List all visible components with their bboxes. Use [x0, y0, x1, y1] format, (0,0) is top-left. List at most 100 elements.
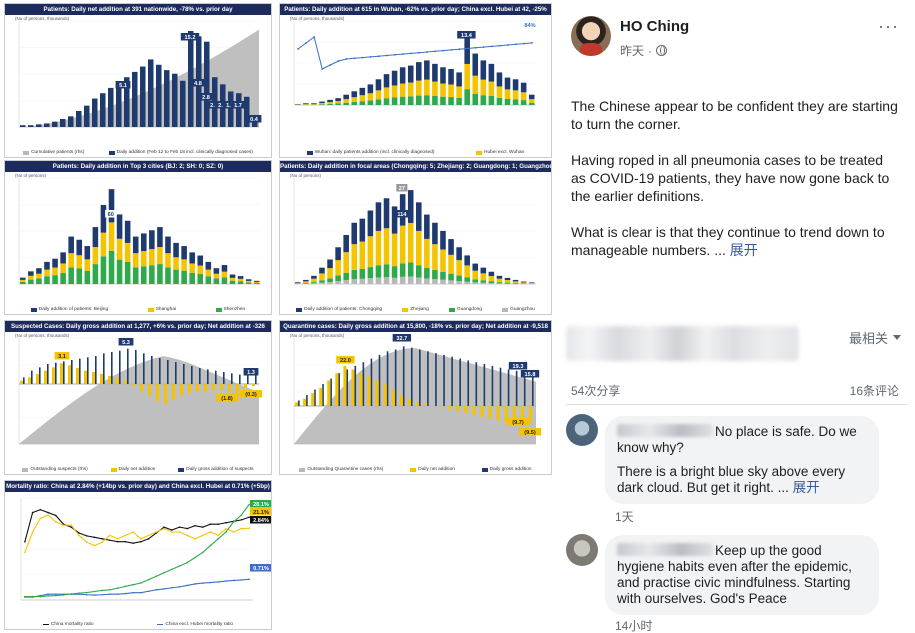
- post-time[interactable]: 昨天: [620, 44, 645, 58]
- line-point: [124, 534, 127, 537]
- line-point: [140, 582, 142, 584]
- data-label-bg: [457, 31, 476, 39]
- bar-beijing: [36, 268, 42, 274]
- line-point: [474, 46, 477, 49]
- comment-time[interactable]: 14小时: [615, 619, 653, 633]
- line-point: [186, 527, 189, 530]
- chart-legend: Outstanding suspects (rhs) Daily net add…: [11, 467, 265, 472]
- bar-beijing: [173, 242, 179, 258]
- reactions-bar[interactable]: [566, 326, 799, 361]
- chart-daily-net-addition: 15.2 5.1 4.8 2.82.4 2.0 1.9 1.7 0.4: [18, 20, 262, 128]
- bar-wuhan: [383, 74, 390, 88]
- bar-gross-addition: [31, 370, 33, 384]
- bar-zhejiang: [391, 233, 398, 267]
- data-label: (9.5): [524, 430, 536, 436]
- bar-china-excl-hubei: [375, 99, 382, 105]
- commenter-avatar[interactable]: [566, 534, 598, 566]
- line-point: [248, 578, 250, 581]
- bar-shanghai: [92, 247, 99, 265]
- data-label-bg: [206, 101, 222, 109]
- line-point: [523, 42, 525, 45]
- author-avatar[interactable]: [571, 16, 611, 56]
- bar-gross-addition: [255, 375, 257, 384]
- bar-guangzhou: [335, 281, 341, 284]
- bar-gross-addition: [167, 360, 169, 384]
- bar: [236, 93, 242, 127]
- bar-chongqing: [456, 247, 462, 261]
- chart-title: Quarantine cases: Daily gross addition a…: [280, 321, 551, 332]
- bar-wuhan: [335, 98, 341, 102]
- bar-chongqing: [359, 218, 366, 242]
- bar-net-addition: [236, 384, 239, 396]
- comments-count[interactable]: 16条评论: [849, 384, 899, 398]
- line-point: [531, 42, 533, 44]
- line-point: [155, 575, 158, 577]
- chart-units: (No of persons): [15, 173, 47, 178]
- line-point: [31, 595, 34, 598]
- bar-guangzhou: [311, 283, 317, 284]
- data-label: 2.0: [218, 103, 226, 109]
- more-options-button[interactable]: ···: [878, 16, 899, 36]
- bar-net-addition: [164, 384, 167, 404]
- shares-count[interactable]: 54次分享: [571, 384, 621, 398]
- bar-shanghai: [245, 280, 252, 283]
- line-point: [201, 551, 204, 554]
- bar-gross-addition: [119, 350, 121, 384]
- bar-gross-addition: [483, 364, 486, 406]
- bar-wuhan: [399, 67, 406, 84]
- bar-wuhan: [472, 53, 479, 76]
- bar-hubei-excl-wuhan: [440, 83, 446, 97]
- bar-net-addition: [20, 380, 23, 384]
- line-point: [217, 534, 219, 537]
- line-point: [225, 531, 227, 533]
- bar-net-addition: [220, 384, 223, 390]
- bar-net-addition: [335, 373, 339, 406]
- bar-zhejiang: [303, 281, 309, 284]
- line-point: [232, 531, 235, 533]
- line-point: [155, 589, 158, 591]
- bar-guangzhou: [327, 282, 333, 284]
- see-more-link[interactable]: 展开: [792, 480, 820, 495]
- bar-net-addition: [68, 365, 71, 384]
- bar-gross-addition: [151, 356, 153, 384]
- bar-gross-addition: [410, 347, 413, 406]
- commenter-avatar[interactable]: [566, 414, 598, 446]
- commenter-name-blurred[interactable]: [617, 543, 713, 556]
- bar-gross-addition: [135, 350, 137, 384]
- bar-beijing: [108, 189, 115, 223]
- bar-chongqing: [383, 198, 390, 229]
- bar: [20, 125, 26, 127]
- comment-sort-dropdown[interactable]: 最相关: [849, 328, 901, 347]
- bar-guangzhou: [432, 279, 438, 284]
- bar-wuhan: [311, 103, 317, 105]
- line-point: [482, 46, 485, 48]
- comment-time[interactable]: 1天: [615, 510, 634, 524]
- post-image[interactable]: Patients: Daily net addition at 391 nati…: [0, 0, 558, 633]
- bar-net-addition: [148, 384, 151, 396]
- see-more-link[interactable]: 展开: [729, 242, 758, 258]
- line-point: [410, 52, 412, 55]
- line-point: [248, 516, 250, 519]
- bar-hubei-excl-wuhan: [512, 90, 519, 100]
- line-point: [201, 582, 204, 584]
- bar-gross-addition: [507, 369, 510, 406]
- bar-hubei-excl-wuhan: [456, 86, 462, 98]
- bar-gross-addition: [239, 374, 241, 384]
- bar-guangdong: [359, 268, 366, 279]
- bar-shanghai: [189, 263, 195, 273]
- line-point: [47, 514, 49, 516]
- line-point: [147, 590, 150, 593]
- bar-guangdong: [440, 271, 446, 280]
- line-point: [62, 594, 65, 596]
- chart-panel-daily-net-addition: Patients: Daily net addition at 391 nati…: [4, 3, 272, 158]
- author-name[interactable]: HO Ching: [620, 18, 690, 35]
- bar-chongqing: [335, 247, 341, 261]
- data-label-bg: [250, 516, 271, 524]
- sort-label: 最相关: [848, 331, 888, 346]
- bar-net-addition: [156, 384, 159, 402]
- line-point: [55, 521, 57, 523]
- commenter-name-blurred[interactable]: [617, 424, 713, 437]
- line-point: [31, 531, 34, 533]
- bar-hubei-excl-wuhan: [359, 95, 366, 102]
- bar-beijing: [100, 204, 107, 233]
